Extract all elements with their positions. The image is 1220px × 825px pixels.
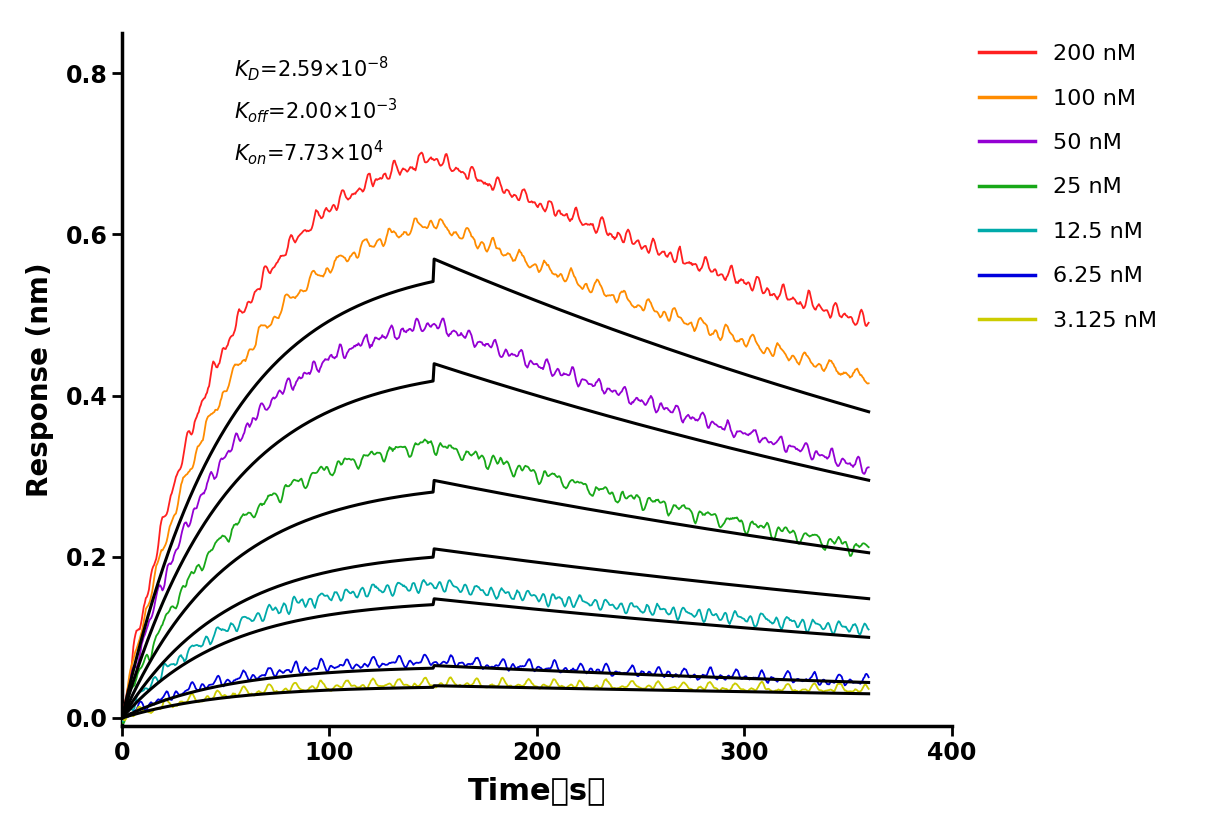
X-axis label: Time（s）: Time（s） xyxy=(467,776,606,804)
Legend: 200 nM, 100 nM, 50 nM, 25 nM, 12.5 nM, 6.25 nM, 3.125 nM: 200 nM, 100 nM, 50 nM, 25 nM, 12.5 nM, 6… xyxy=(980,44,1157,331)
Y-axis label: Response (nm): Response (nm) xyxy=(27,262,55,497)
Text: $K_D$=2.59×10$^{-8}$
$K_{off}$=2.00×10$^{-3}$
$K_{on}$=7.73×10$^4$: $K_D$=2.59×10$^{-8}$ $K_{off}$=2.00×10$^… xyxy=(234,54,398,167)
